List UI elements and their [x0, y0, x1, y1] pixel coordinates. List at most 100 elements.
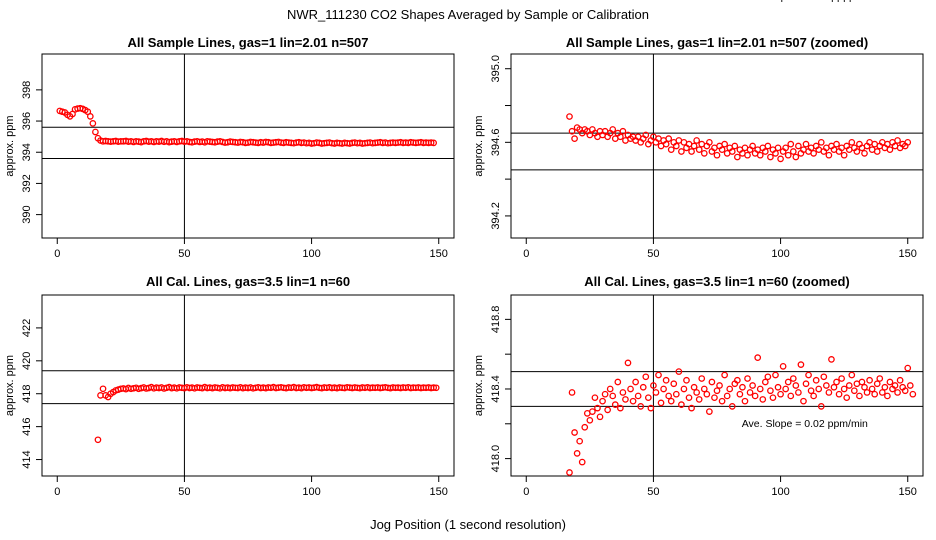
data-point	[723, 392, 731, 400]
data-point	[868, 385, 876, 393]
data-point	[693, 137, 701, 144]
data-point	[856, 392, 863, 400]
plot-grid: All Sample Lines, gas=1 lin=2.01 n=507 0 5…	[4, 0, 924, 498]
data-point	[601, 390, 609, 398]
y-tick-label: 394.2	[490, 202, 502, 230]
annotation: Ave. Slope = -0.01 ppm/min	[742, 0, 872, 3]
data-point	[784, 378, 792, 386]
data-point	[756, 385, 764, 393]
data-point	[721, 371, 728, 379]
data-point	[873, 380, 881, 388]
data-point	[795, 142, 802, 150]
data-point	[609, 392, 617, 400]
data-point	[690, 383, 698, 391]
data-point	[843, 394, 851, 402]
data-point	[672, 390, 680, 398]
data-point	[749, 382, 756, 389]
panel-2: All Sample Lines, gas=1 lin=2.01 n=507 (…	[473, 0, 924, 260]
data-point	[680, 385, 688, 393]
data-point	[761, 378, 769, 386]
data-point	[92, 128, 99, 136]
data-point	[700, 385, 708, 393]
data-point	[850, 387, 858, 395]
data-point	[853, 148, 861, 155]
data-point	[764, 142, 772, 150]
x-tick-label: 100	[771, 486, 789, 498]
data-point	[629, 397, 637, 405]
data-point	[782, 385, 790, 393]
data-point	[807, 387, 815, 395]
data-points	[56, 104, 438, 147]
data-point	[805, 371, 812, 379]
data-point	[894, 389, 901, 396]
data-point	[693, 389, 701, 396]
data-point	[731, 142, 739, 150]
data-point	[810, 150, 817, 157]
y-tick-label: 422	[21, 319, 33, 337]
panel-title: All Sample Lines, gas=1 lin=2.01 n=507	[128, 35, 369, 50]
data-point	[858, 378, 866, 386]
data-point	[713, 387, 721, 395]
data-point	[432, 384, 440, 392]
data-point	[606, 385, 614, 393]
plot-frame	[41, 294, 455, 477]
annotation: Ave. Slope = 0.02 ppm/min	[742, 418, 868, 430]
y-tick-label: 418.0	[490, 445, 502, 473]
data-point	[754, 354, 762, 362]
plot-frame	[41, 53, 455, 239]
data-point	[642, 373, 650, 381]
data-point	[767, 153, 774, 161]
data-point	[840, 385, 848, 393]
data-point	[891, 382, 899, 389]
data-point	[430, 139, 438, 147]
data-point	[896, 376, 904, 384]
data-point	[591, 394, 599, 402]
data-point	[825, 389, 833, 396]
data-point	[665, 392, 673, 400]
data-point	[578, 458, 586, 466]
y-axis-label: approx. ppm	[4, 355, 16, 416]
data-point	[802, 140, 810, 148]
x-tick-label: 0	[54, 486, 60, 498]
data-point	[909, 390, 917, 398]
data-point	[769, 394, 777, 402]
data-point	[782, 144, 790, 152]
data-point	[614, 378, 622, 386]
data-point	[706, 408, 713, 415]
data-point	[670, 380, 678, 388]
data-point	[820, 373, 828, 381]
data-point	[581, 423, 589, 431]
data-point	[662, 376, 670, 384]
data-point	[642, 131, 650, 139]
data-point	[894, 137, 901, 144]
data-point	[639, 383, 647, 391]
data-point	[718, 146, 726, 154]
data-point	[904, 138, 912, 146]
data-point	[736, 390, 744, 398]
data-point	[787, 392, 795, 400]
data-points	[94, 383, 440, 444]
data-point	[733, 153, 741, 161]
data-point	[866, 376, 873, 384]
data-point	[873, 148, 881, 155]
data-point	[568, 389, 576, 396]
data-point	[695, 396, 703, 403]
data-point	[698, 375, 706, 382]
data-point	[886, 146, 894, 154]
y-tick-label: 396	[21, 112, 33, 130]
data-point	[845, 382, 853, 389]
data-point	[622, 396, 629, 403]
y-tick-label: 394	[21, 143, 33, 161]
data-point	[779, 363, 787, 370]
x-tick-label: 100	[771, 248, 789, 260]
data-point	[716, 382, 723, 389]
data-point	[886, 378, 894, 386]
data-point	[430, 384, 438, 391]
data-point	[726, 385, 734, 393]
data-point	[609, 126, 617, 133]
data-point	[611, 401, 619, 408]
data-point	[800, 397, 807, 405]
data-point	[688, 404, 695, 412]
x-tick-label: 150	[899, 486, 917, 498]
